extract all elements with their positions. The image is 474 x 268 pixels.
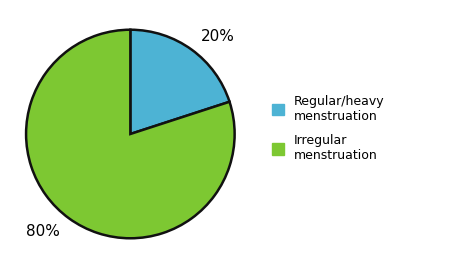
Wedge shape (130, 30, 229, 134)
Legend: Regular/heavy
menstruation, Irregular
menstruation: Regular/heavy menstruation, Irregular me… (272, 95, 385, 162)
Wedge shape (26, 30, 235, 238)
Text: 20%: 20% (201, 29, 235, 44)
Text: 80%: 80% (26, 224, 60, 239)
